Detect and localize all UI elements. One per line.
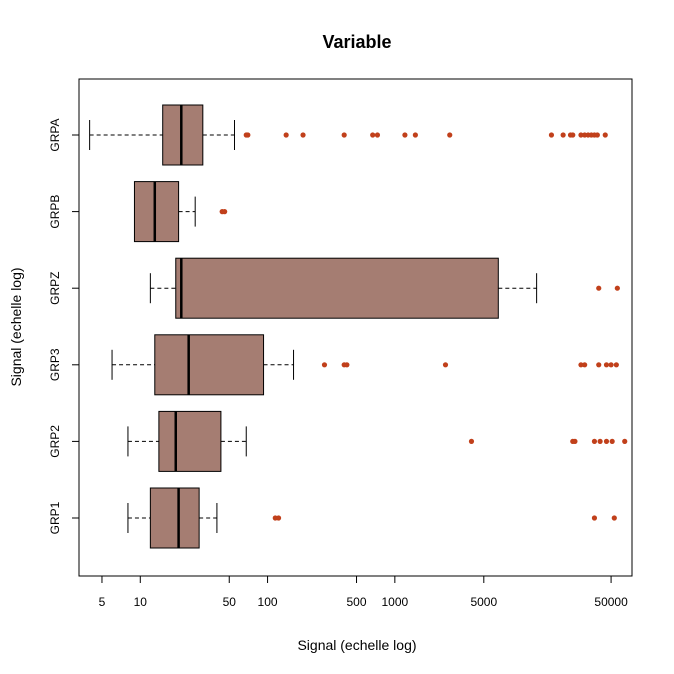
outlier-point — [374, 132, 381, 138]
x-tick-label: 100 — [258, 595, 278, 609]
y-tick-label: GRP3 — [48, 348, 62, 381]
boxes-layer — [89, 104, 628, 549]
outlier-point — [442, 362, 449, 368]
x-tick-label: 5000 — [470, 595, 497, 609]
outlier-point — [300, 132, 306, 138]
x-tick-label: 5 — [99, 595, 106, 609]
box — [133, 181, 180, 243]
box-group-grp3 — [111, 334, 619, 396]
y-tick-label: GRP1 — [48, 501, 62, 534]
outlier-point — [412, 132, 418, 138]
outlier-point — [609, 438, 615, 444]
outlier-point — [570, 132, 576, 138]
outlier-point — [402, 132, 408, 138]
outlier-point — [594, 132, 600, 138]
chart-title: Variable — [322, 32, 391, 52]
x-tick-label: 50 — [223, 595, 237, 609]
box-group-grpa — [89, 104, 608, 166]
outlier-point — [591, 515, 598, 521]
outlier-point — [614, 285, 620, 291]
outlier-point — [341, 132, 347, 138]
y-tick-label: GRP2 — [48, 425, 62, 458]
box — [149, 487, 200, 549]
outlier-point — [222, 209, 228, 215]
box — [154, 334, 265, 396]
box-group-grpz — [149, 257, 620, 319]
outlier-point — [578, 362, 584, 368]
outlier-point — [468, 438, 475, 444]
outlier-point — [548, 132, 555, 138]
outlier-point — [572, 438, 578, 444]
outlier-point — [603, 362, 610, 368]
outlier-point — [275, 515, 282, 521]
outlier-point — [622, 438, 628, 444]
outlier-point — [245, 132, 251, 138]
box — [162, 104, 204, 166]
y-tick-label: GRPZ — [48, 272, 62, 305]
box — [158, 410, 222, 472]
outlier-point — [321, 362, 328, 368]
outlier-point — [560, 132, 566, 138]
x-axis: 5 10 50 100 500 1000 5000 50000 — [99, 575, 628, 609]
y-tick-label: GRPB — [48, 195, 62, 229]
box-group-grp2 — [127, 410, 628, 472]
outlier-point — [344, 362, 350, 368]
y-axis: GRP1 GRP2 GRP3 GRPZ GRPB GRPA — [48, 118, 80, 534]
x-tick-label: 500 — [347, 595, 367, 609]
box — [175, 257, 499, 319]
outlier-point — [596, 285, 602, 291]
x-axis-title: Signal (echelle log) — [297, 637, 416, 653]
outlier-point — [608, 362, 614, 368]
outlier-point — [447, 132, 453, 138]
outlier-point — [613, 362, 619, 368]
y-tick-label: GRPA — [48, 118, 62, 151]
x-tick-label: 50000 — [594, 595, 628, 609]
outlier-point — [283, 132, 289, 138]
outlier-point — [370, 132, 376, 138]
box-group-grp1 — [127, 487, 617, 549]
x-tick-label: 10 — [134, 595, 148, 609]
outlier-point — [597, 438, 603, 444]
outlier-point — [591, 438, 598, 444]
outlier-point — [596, 362, 602, 368]
y-axis-title: Signal (echelle log) — [8, 267, 24, 386]
outlier-point — [578, 132, 584, 138]
outlier-point — [603, 438, 610, 444]
outlier-point — [582, 362, 588, 368]
x-tick-label: 1000 — [381, 595, 408, 609]
outlier-point — [611, 515, 617, 521]
outlier-point — [602, 132, 608, 138]
box-group-grpb — [133, 181, 228, 243]
